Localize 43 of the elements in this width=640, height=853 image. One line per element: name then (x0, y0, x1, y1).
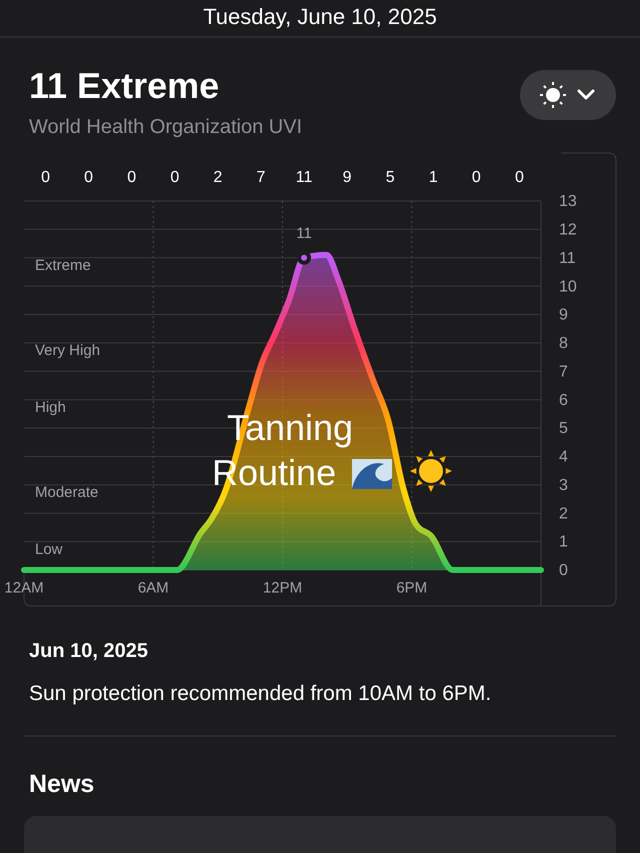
text: 1 (428, 169, 438, 186)
annotation: 11 (296, 224, 312, 242)
text: 5 (386, 169, 395, 186)
text: 7 (256, 169, 266, 186)
text: Jun 10, 2025 (29, 640, 148, 662)
text: Sun protection recommended from 10AM to 6PM. (29, 682, 492, 705)
text: 0 (127, 169, 136, 186)
text: News (29, 770, 94, 798)
text: 11 (296, 169, 312, 186)
annotation: Moderate (35, 484, 98, 501)
y-tick-label: 2 (559, 505, 568, 522)
annotation: Very High (35, 342, 100, 359)
y-tick-label: 8 (559, 335, 568, 352)
annotation: Tanning Routine (212, 407, 354, 493)
chart-subtitle: World Health Organization UVI (29, 116, 302, 138)
y-tick-label: 12 (559, 222, 577, 239)
y-tick-label: 11 (559, 250, 576, 267)
y-tick-label: 10 (559, 278, 577, 296)
y-tick-label: 0 (559, 562, 568, 580)
x-tick-label: 6AM (138, 580, 169, 597)
y-tick-label: 5 (559, 420, 568, 438)
y-tick-label: 7 (559, 363, 568, 380)
text: 0 (84, 169, 94, 186)
x-tick-label: 6PM (396, 580, 428, 597)
text: 9 (342, 169, 352, 186)
text: 0 (41, 169, 50, 186)
chart-title: 11 Extreme (29, 65, 220, 106)
text: 0 (170, 169, 180, 186)
x-tick-label: 12PM (262, 580, 302, 597)
annotation: High (35, 399, 66, 416)
y-tick-label: 1 (559, 534, 568, 551)
text: Tuesday, June 10, 2025 (203, 4, 437, 29)
text: 2 (213, 169, 222, 186)
annotation: Low (35, 541, 63, 558)
text: 0 (515, 169, 524, 186)
annotation: Extreme (35, 257, 91, 274)
x-tick-label: 12AM (4, 580, 44, 597)
y-tick-label: 4 (559, 448, 568, 466)
y-tick-label: 9 (559, 306, 568, 324)
y-tick-label: 6 (559, 392, 568, 409)
y-tick-label: 13 (559, 193, 577, 210)
text: 0 (472, 169, 481, 186)
y-tick-label: 3 (559, 476, 568, 494)
